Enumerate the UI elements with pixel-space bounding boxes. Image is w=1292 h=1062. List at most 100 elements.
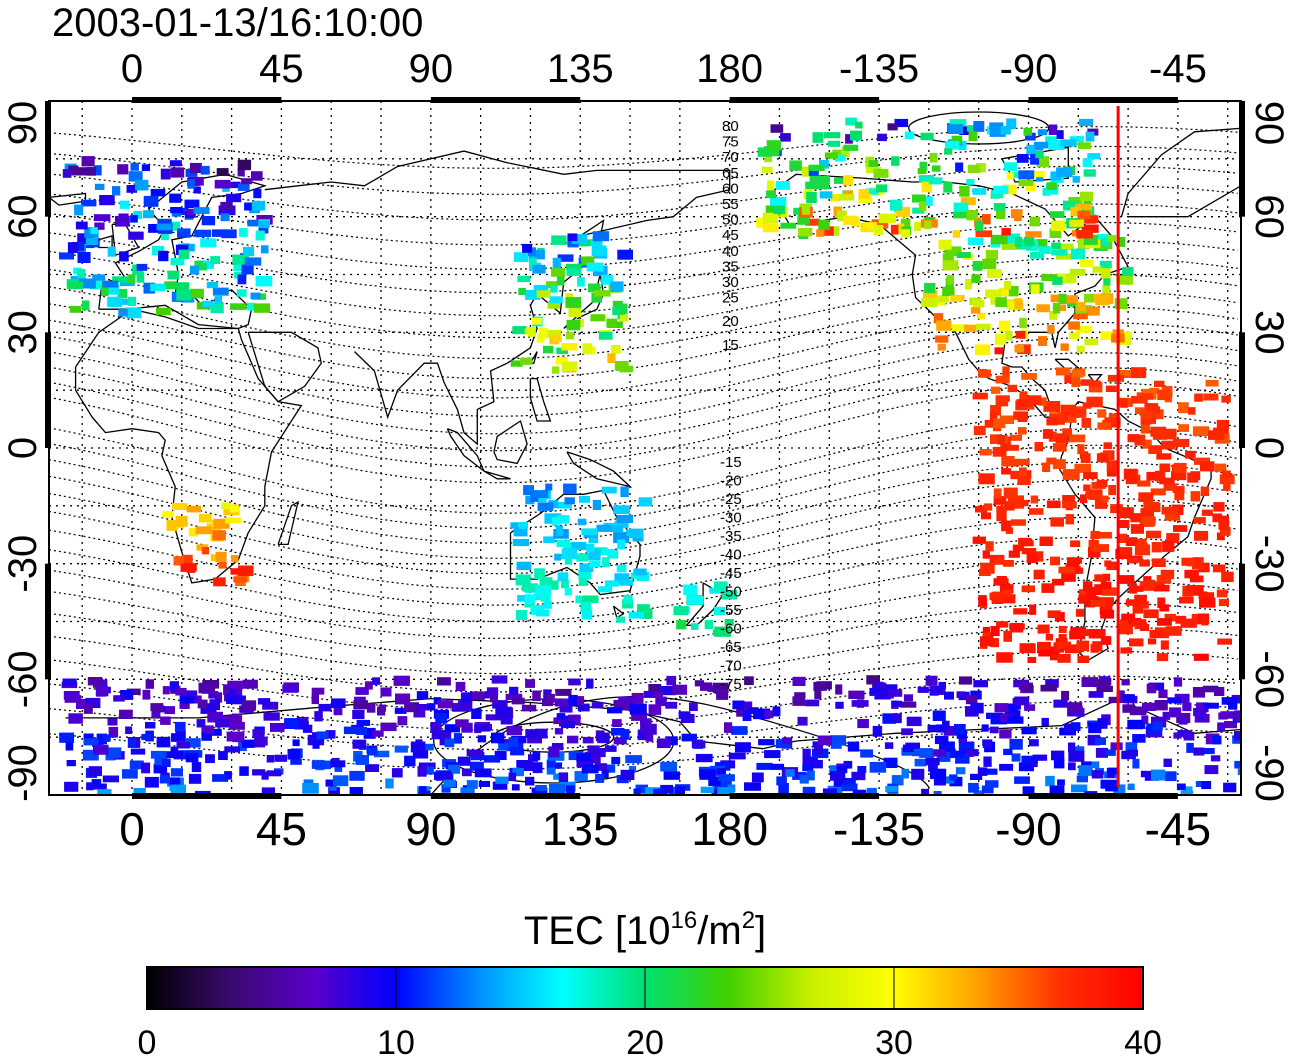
tec-cell	[995, 347, 1004, 354]
tec-cell	[980, 449, 992, 456]
lon-tick-label-bottom: 45	[256, 803, 307, 855]
tec-cell	[995, 334, 1006, 345]
tec-cell	[558, 572, 569, 581]
tec-cell	[1086, 307, 1099, 316]
tec-cell	[216, 552, 227, 562]
tec-cell	[404, 756, 415, 767]
tec-cell	[1083, 581, 1093, 591]
tec-cell	[170, 160, 182, 166]
tec-cell	[973, 300, 985, 307]
tec-cell	[218, 751, 228, 760]
tec-cell	[166, 751, 183, 758]
lat-tick-label-right: -30	[1247, 535, 1291, 593]
tec-cell	[213, 577, 226, 586]
tec-cell	[1217, 639, 1232, 645]
tec-cell	[1137, 481, 1150, 487]
colorbar-title-prefix: TEC [10	[524, 909, 671, 953]
tec-cell	[97, 789, 111, 798]
tec-cell	[1035, 151, 1043, 158]
tec-cell	[1034, 570, 1045, 580]
contour-label: 65	[722, 165, 739, 182]
tec-cell	[586, 679, 593, 689]
tec-cell	[970, 703, 983, 714]
tec-cell	[284, 718, 299, 729]
tec-cell	[935, 335, 948, 342]
tec-cell	[611, 281, 624, 291]
tec-cell	[758, 739, 774, 745]
tec-cell	[1217, 420, 1229, 429]
tec-cell	[930, 769, 946, 779]
tec-cell	[438, 700, 454, 708]
tec-cell	[555, 699, 569, 707]
tec-cell	[1077, 302, 1086, 311]
tec-cell	[978, 595, 987, 606]
tec-cell	[978, 767, 988, 776]
tec-cell	[550, 296, 563, 303]
tec-cell	[1069, 333, 1080, 340]
tec-cell	[765, 710, 774, 718]
tec-cell	[330, 760, 345, 767]
tec-cell	[1024, 128, 1033, 136]
tec-cell	[213, 288, 229, 296]
tec-cell	[885, 786, 897, 792]
tec-cell	[1158, 690, 1167, 699]
tec-cell	[1050, 211, 1065, 218]
tec-cell	[445, 739, 455, 748]
tec-cell	[1077, 656, 1089, 663]
tec-cell	[666, 676, 676, 685]
tec-cell	[1004, 488, 1018, 499]
tec-cell	[1068, 762, 1076, 770]
tec-cell	[1083, 158, 1093, 167]
tec-cell	[930, 153, 938, 163]
tec-cell	[1011, 209, 1023, 218]
tec-cell	[1000, 126, 1010, 135]
tec-cell	[973, 121, 984, 132]
tec-cell	[355, 755, 369, 765]
tec-cell	[1086, 397, 1102, 408]
tec-cell	[532, 691, 541, 702]
tec-cell	[874, 169, 889, 178]
tec-cell	[509, 773, 516, 781]
tec-cell	[1066, 514, 1075, 524]
lon-tick-label-bottom: -135	[833, 803, 925, 855]
tec-cell	[288, 749, 301, 760]
tec-cell	[77, 269, 85, 278]
tec-cell	[648, 684, 661, 691]
tec-cell	[716, 768, 726, 774]
tec-cell	[676, 620, 686, 629]
tec-cell	[1223, 783, 1236, 793]
tec-cell	[1219, 599, 1229, 606]
contour-label: -40	[720, 547, 742, 564]
tec-cell	[1014, 697, 1029, 706]
tec-cell	[1259, 727, 1269, 735]
tec-cell	[256, 276, 273, 286]
tec-cell	[705, 620, 713, 629]
tec-cell	[190, 289, 204, 298]
lon-tick-label-top: 135	[547, 47, 614, 91]
tec-cell	[117, 164, 128, 174]
tec-cell	[1108, 375, 1124, 382]
tec-cell	[1234, 710, 1245, 721]
tec-cell	[158, 251, 168, 261]
tec-cell	[150, 703, 163, 711]
lon-tick-label-bottom: -45	[1145, 803, 1211, 855]
tec-cell	[509, 687, 518, 696]
tec-cell	[1148, 445, 1162, 454]
tec-cell	[1010, 623, 1023, 633]
tec-cell	[467, 750, 484, 757]
tec-cell	[303, 725, 312, 733]
tec-cell	[68, 166, 78, 172]
tec-cell	[1052, 579, 1064, 586]
tec-cell	[1028, 395, 1042, 405]
tec-cell	[82, 300, 90, 310]
tec-cell	[91, 227, 98, 234]
contour-label: -60	[720, 621, 742, 638]
tec-cell	[253, 189, 261, 199]
tec-cell	[991, 235, 1008, 245]
tec-cell	[620, 580, 633, 586]
tec-cell	[950, 295, 961, 301]
tec-cell	[568, 233, 578, 241]
tec-cell	[939, 240, 952, 250]
tec-cell	[1003, 749, 1012, 755]
tec-cell	[1101, 268, 1111, 278]
